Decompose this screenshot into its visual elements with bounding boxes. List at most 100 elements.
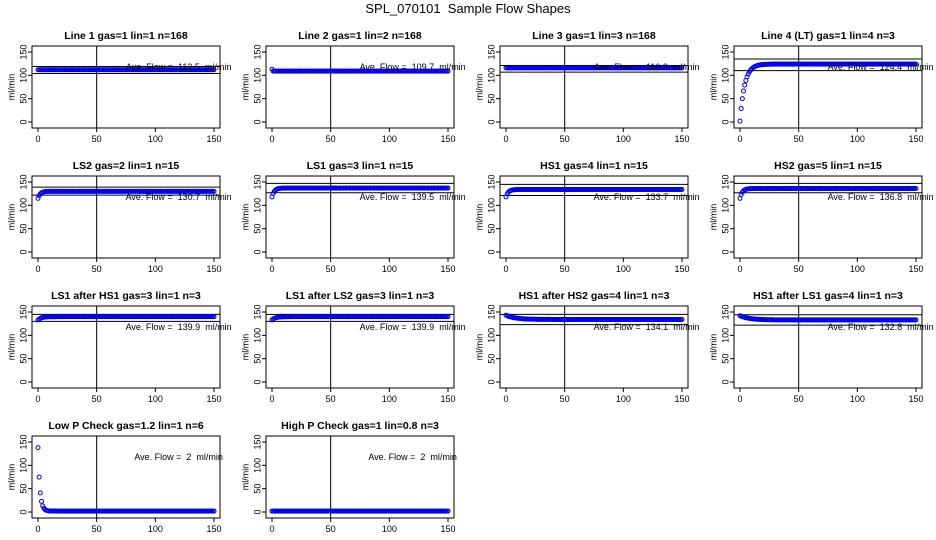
chart-title: HS1 gas=4 lin=1 n=15	[540, 160, 648, 172]
chart-panel: LS2 gas=2 lin=1 n=15 0 50 100 150 0 50 100 150 ml…	[6, 160, 231, 274]
y-axis-label: ml/min	[6, 204, 16, 231]
y-tick-label: 100	[252, 68, 262, 83]
x-tick-label: 50	[326, 264, 336, 274]
chart-panel: Line 3 gas=1 lin=3 n=168 0 50 100 150 0 50 100 1…	[474, 30, 699, 144]
data-point	[445, 314, 451, 320]
data-point	[37, 490, 43, 496]
data-point	[40, 503, 46, 509]
y-tick-label: 50	[720, 354, 730, 364]
x-tick-label: 150	[908, 134, 923, 144]
data-points	[35, 188, 217, 201]
y-tick-label: 100	[252, 198, 262, 213]
chart-title: Line 4 (LT) gas=1 lin=4 n=3	[761, 30, 895, 42]
y-tick-label: 150	[18, 174, 28, 189]
y-tick-label: 100	[720, 68, 730, 83]
y-axis-label: ml/min	[474, 204, 484, 231]
y-tick-label: 150	[252, 44, 262, 59]
data-points	[737, 186, 919, 201]
y-tick-label: 150	[252, 434, 262, 449]
x-tick-label: 50	[794, 394, 804, 404]
chart-title: HS1 after HS2 gas=4 lin=1 n=3	[519, 290, 670, 302]
data-point	[913, 186, 919, 192]
y-tick-label: 50	[18, 224, 28, 234]
y-tick-label: 0	[252, 379, 262, 384]
chart-panel: LS1 after LS2 gas=3 lin=1 n=3 0 50 100 150 0 5…	[240, 290, 465, 404]
data-point	[445, 185, 451, 191]
y-tick-label: 50	[18, 94, 28, 104]
chart-title: HS1 after LS1 gas=4 lin=1 n=3	[753, 290, 903, 302]
x-tick-label: 100	[616, 264, 631, 274]
x-tick-label: 150	[908, 394, 923, 404]
y-axis-label: ml/min	[708, 74, 718, 101]
chart-title: High P Check gas=1 lin=0.8 n=3	[281, 420, 439, 432]
y-axis-label: ml/min	[240, 334, 250, 361]
data-point	[211, 67, 217, 73]
x-tick-label: 0	[737, 264, 742, 274]
average-flow-annotation: Ave. Flow = 139.5 ml/min	[360, 192, 466, 202]
chart-title: LS1 after LS2 gas=3 lin=1 n=3	[286, 290, 435, 302]
chart-panel: HS1 after LS1 gas=4 lin=1 n=3 0 50 100 150 0 5…	[708, 290, 933, 404]
plot-frame	[499, 305, 689, 389]
y-axis-label: ml/min	[240, 464, 250, 491]
y-tick-label: 0	[18, 119, 28, 124]
data-points	[737, 313, 919, 323]
y-tick-label: 100	[18, 68, 28, 83]
y-tick-label: 0	[486, 379, 496, 384]
chart-panel: Line 2 gas=1 lin=2 n=168 0 50 100 150 0 50 100 1…	[240, 30, 465, 144]
x-tick-label: 0	[503, 134, 508, 144]
x-tick-label: 50	[560, 264, 570, 274]
data-points	[35, 445, 217, 514]
data-points	[503, 186, 685, 200]
y-tick-label: 100	[252, 458, 262, 473]
y-tick-label: 50	[720, 94, 730, 104]
x-tick-label: 150	[206, 264, 221, 274]
x-tick-label: 100	[850, 134, 865, 144]
y-tick-label: 150	[720, 304, 730, 319]
data-points	[35, 314, 217, 323]
x-tick-label: 0	[269, 394, 274, 404]
y-axis-label: ml/min	[6, 334, 16, 361]
x-tick-label: 100	[148, 524, 163, 534]
x-tick-label: 0	[35, 134, 40, 144]
y-axis-label: ml/min	[6, 74, 16, 101]
data-point	[913, 317, 919, 323]
chart-title: HS2 gas=5 lin=1 n=15	[774, 160, 882, 172]
x-tick-label: 100	[382, 264, 397, 274]
average-flow-annotation: Ave. Flow = 2 ml/min	[368, 452, 457, 462]
y-axis-label: ml/min	[474, 74, 484, 101]
average-flow-annotation: Ave. Flow = 109.7 ml/min	[360, 62, 466, 72]
x-tick-label: 100	[616, 394, 631, 404]
x-tick-label: 100	[148, 264, 163, 274]
data-point	[744, 74, 750, 80]
average-flow-annotation: Ave. Flow = 113.5 ml/min	[126, 62, 231, 72]
data-points	[269, 508, 451, 514]
x-tick-label: 50	[92, 524, 102, 534]
x-tick-label: 150	[440, 524, 455, 534]
x-tick-label: 150	[440, 134, 455, 144]
y-tick-label: 150	[18, 434, 28, 449]
chart-panel: HS2 gas=5 lin=1 n=15 0 50 100 150 0 50 100 150 ml…	[708, 160, 933, 274]
y-tick-label: 100	[18, 198, 28, 213]
y-tick-label: 150	[486, 304, 496, 319]
chart-title: Line 3 gas=1 lin=3 n=168	[532, 30, 656, 42]
x-tick-label: 50	[326, 134, 336, 144]
average-flow-annotation: Ave. Flow = 136.8 ml/min	[828, 192, 934, 202]
x-tick-label: 0	[503, 394, 508, 404]
y-axis-label: ml/min	[6, 464, 16, 491]
y-tick-label: 50	[252, 224, 262, 234]
plot-frame	[31, 45, 221, 129]
y-tick-label: 100	[252, 328, 262, 343]
chart-panel: High P Check gas=1 lin=0.8 n=3 0 50 100 150 0…	[240, 420, 457, 534]
data-point	[679, 186, 685, 192]
y-tick-label: 150	[18, 44, 28, 59]
x-tick-label: 150	[674, 264, 689, 274]
y-tick-label: 100	[486, 198, 496, 213]
y-tick-label: 0	[18, 249, 28, 254]
plot-frame	[265, 45, 455, 129]
x-tick-label: 50	[794, 264, 804, 274]
x-tick-label: 0	[737, 394, 742, 404]
x-tick-label: 50	[794, 134, 804, 144]
plot-frame	[265, 435, 455, 519]
x-tick-label: 150	[206, 134, 221, 144]
chart-title: LS1 gas=3 lin=1 n=15	[307, 160, 414, 172]
